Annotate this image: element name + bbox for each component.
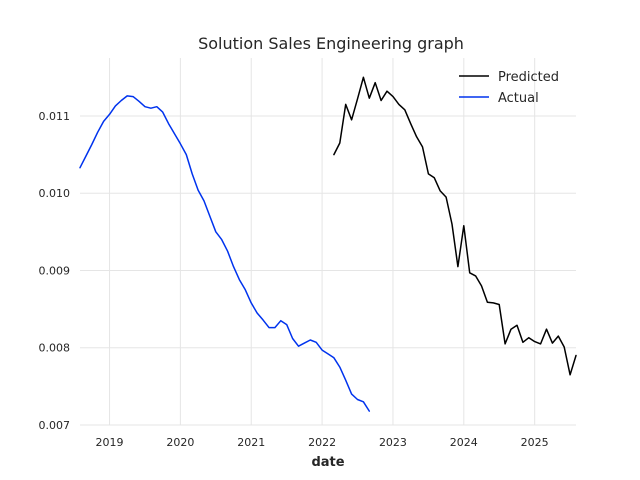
x-tick-label: 2025 [521,436,549,449]
legend: Predicted Actual [459,70,559,106]
x-axis-ticks: 2019 2020 2021 2022 2023 2024 2025 [96,436,549,449]
x-tick-label: 2021 [237,436,265,449]
x-tick-label: 2024 [450,436,478,449]
series-lines [79,76,577,412]
series-line-actual [79,95,371,412]
x-axis-label: date [311,455,344,470]
legend-label-predicted: Predicted [498,70,559,85]
y-axis-ticks: 0.007 0.008 0.009 0.010 0.011 [39,110,71,432]
chart-title: Solution Sales Engineering graph [198,34,464,53]
x-tick-label: 2022 [308,436,336,449]
series-line-predicted [333,76,577,376]
y-tick-label: 0.011 [39,110,71,123]
x-tick-label: 2020 [166,436,194,449]
y-tick-label: 0.010 [39,187,71,200]
y-tick-label: 0.007 [39,419,71,432]
y-tick-label: 0.009 [39,264,71,277]
y-tick-label: 0.008 [39,342,71,355]
grid [80,58,576,426]
x-tick-label: 2023 [379,436,407,449]
x-tick-label: 2019 [96,436,124,449]
legend-label-actual: Actual [498,91,539,106]
